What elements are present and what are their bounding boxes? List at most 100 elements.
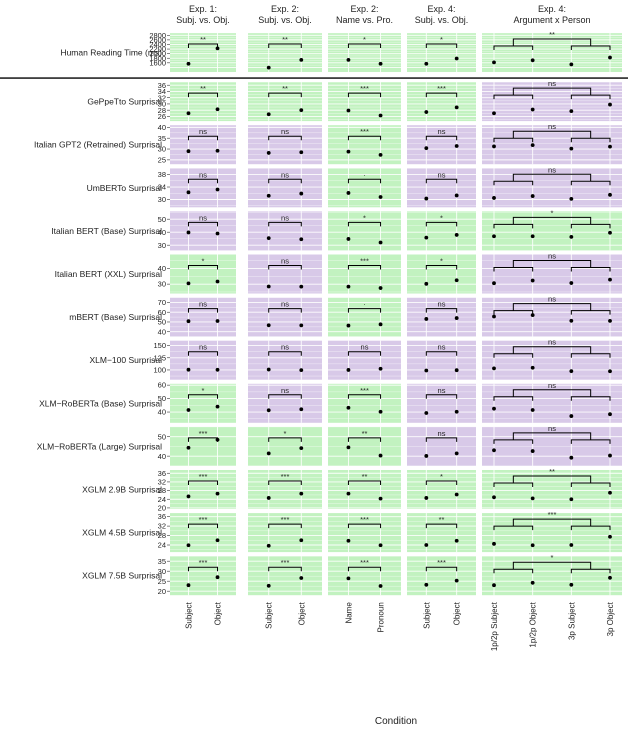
significance-bracket [347, 566, 382, 572]
data-point [378, 240, 383, 245]
data-point [266, 367, 271, 372]
significance-label: ns [548, 122, 556, 131]
panel-background [248, 513, 322, 553]
data-point [266, 543, 271, 548]
significance-bracket [347, 437, 382, 442]
significance-bracket [187, 523, 219, 529]
significance-bracket [512, 216, 592, 225]
panel-background [170, 470, 236, 509]
significance-bracket [187, 178, 219, 184]
data-point [424, 281, 429, 286]
y-tick-label: 28 [158, 486, 166, 495]
significance-bracket [512, 561, 592, 570]
significance-label: ns [281, 127, 289, 136]
data-point [424, 582, 429, 587]
panel-background [248, 82, 322, 122]
significance-label: ns [199, 170, 207, 179]
significance-bracket [268, 43, 302, 48]
significance-bracket [187, 351, 219, 356]
y-tick-label: 40 [158, 408, 166, 417]
data-point [608, 277, 612, 282]
significance-bracket [425, 480, 458, 485]
data-point [186, 408, 191, 412]
experiment-title-line1: Exp. 2: [350, 4, 378, 14]
data-point [492, 234, 496, 239]
row-label: mBERT (Base) Surprisal [69, 312, 162, 322]
row-label: Italian BERT (Base) Surprisal [51, 226, 162, 236]
y-tick-label: 70 [158, 298, 166, 307]
data-point [299, 323, 304, 328]
panel-background [170, 82, 236, 122]
panel-background [170, 125, 236, 165]
data-point [266, 284, 271, 289]
data-point [608, 144, 612, 149]
data-point [186, 230, 191, 235]
significance-bracket [187, 221, 219, 227]
panel-background [407, 82, 476, 122]
significance-label: ns [548, 165, 556, 174]
row-label: Human Reading Time (ms) [60, 48, 162, 58]
y-tick-label: 32 [158, 93, 166, 102]
data-point [378, 152, 383, 157]
significance-bracket [187, 566, 219, 572]
data-point [215, 538, 220, 543]
significance-bracket [425, 351, 458, 356]
y-tick-label: 32 [158, 522, 166, 531]
significance-bracket [512, 38, 592, 46]
data-point [299, 446, 304, 451]
significance-label: ns [548, 424, 556, 433]
significance-bracket [425, 523, 458, 529]
data-point [454, 409, 459, 414]
significance-label: *** [437, 558, 446, 567]
y-tick-label: 40 [158, 327, 166, 336]
panel-background [328, 82, 401, 122]
panel-background [328, 513, 401, 553]
y-tick-label: 25 [158, 155, 166, 164]
data-point [608, 575, 612, 580]
data-point [608, 412, 612, 417]
significance-label: ** [549, 467, 555, 476]
significance-label: *** [281, 515, 290, 524]
data-point [424, 454, 429, 458]
panel-background [170, 254, 236, 294]
experiment-title-line2: Name vs. Pro. [336, 15, 393, 25]
y-tick-label: 1600 [149, 58, 166, 67]
significance-label: * [202, 386, 205, 395]
significance-bracket [268, 566, 302, 572]
data-point [530, 194, 535, 198]
data-point [378, 453, 383, 458]
data-point [530, 580, 535, 585]
row-label: XGLM 2.9B Surprisal [82, 485, 162, 495]
significance-label: ns [438, 386, 446, 395]
y-tick-label: 34 [158, 183, 166, 192]
data-point [608, 55, 612, 60]
data-point [186, 190, 191, 195]
panel-background [407, 211, 476, 251]
data-point [215, 107, 220, 112]
data-point [569, 543, 574, 547]
significance-label: ** [200, 35, 206, 44]
data-point [530, 408, 535, 412]
significance-label: * [202, 257, 205, 266]
data-point [569, 281, 574, 285]
y-tick-label: 2800 [149, 31, 166, 40]
data-point [424, 61, 429, 66]
significance-bracket [268, 265, 302, 270]
significance-bracket [512, 87, 592, 96]
data-point [299, 576, 304, 580]
significance-label: ns [199, 213, 207, 222]
significance-bracket [268, 221, 302, 227]
significance-bracket [512, 346, 592, 354]
y-tick-label: 20 [158, 587, 166, 596]
row-label: UmBERTo Surprisal [87, 183, 163, 193]
significance-bracket [187, 135, 219, 141]
data-point [492, 366, 496, 371]
experiment-title-line2: Subj. vs. Obj. [258, 15, 312, 25]
panel-background [328, 211, 401, 251]
panel-background [407, 125, 476, 165]
panel-background [328, 254, 401, 294]
significance-label: · [363, 170, 366, 179]
data-point [492, 541, 496, 546]
significance-label: *** [199, 472, 208, 481]
significance-bracket [512, 260, 592, 268]
